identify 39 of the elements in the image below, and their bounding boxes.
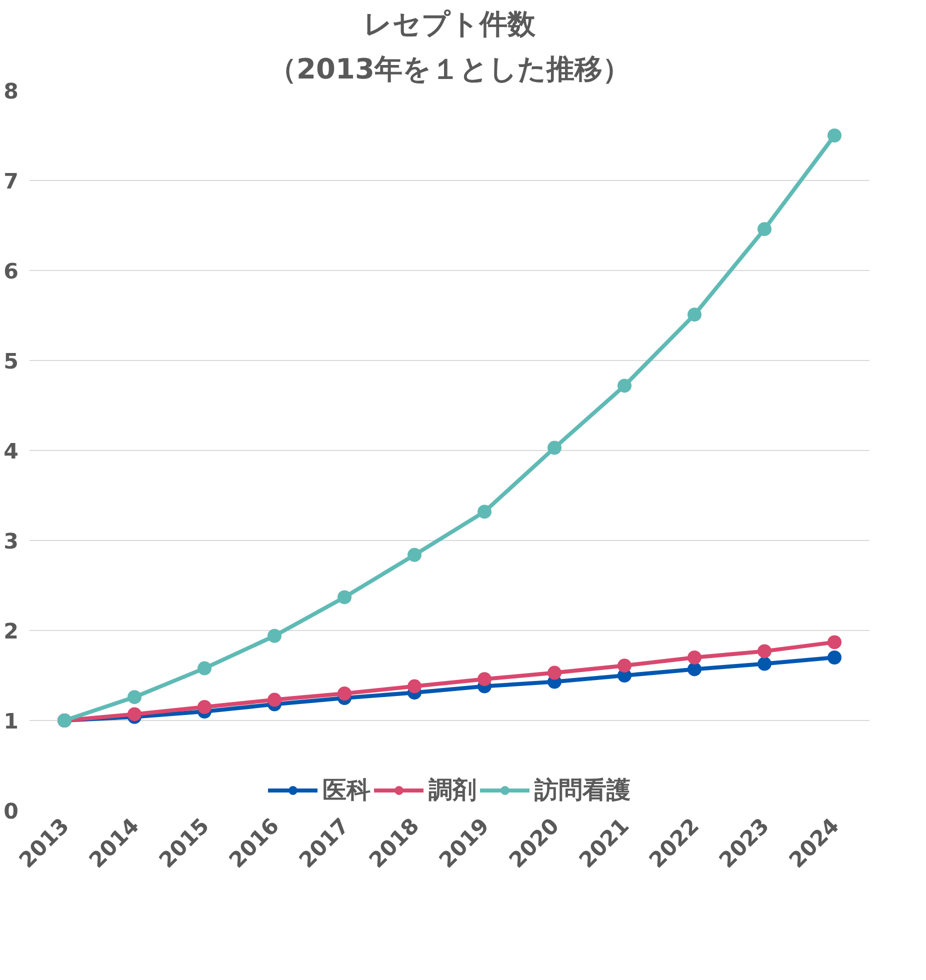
- point: [198, 661, 212, 676]
- point: [268, 692, 282, 707]
- point: [828, 635, 842, 650]
- legend-label: 医科: [322, 775, 370, 806]
- y-tick-label: 4: [4, 440, 19, 464]
- point: [828, 650, 842, 664]
- point: [478, 672, 492, 686]
- chart-subtitle: （2013年を１とした推移）: [268, 52, 630, 86]
- y-tick-label: 5: [4, 350, 19, 374]
- point: [758, 222, 772, 236]
- chart-title: レセプト件数: [364, 8, 536, 40]
- point: [758, 656, 772, 671]
- legend-label: 訪問看護: [534, 775, 630, 806]
- point: [618, 378, 632, 393]
- point: [338, 686, 352, 700]
- point: [688, 662, 702, 676]
- y-tick-label: 7: [4, 170, 19, 194]
- point: [828, 128, 842, 142]
- point: [408, 679, 422, 694]
- point: [758, 644, 772, 658]
- point: [688, 308, 702, 322]
- point: [408, 548, 422, 562]
- y-tick-label: 1: [4, 710, 19, 734]
- y-tick-label: 6: [4, 260, 19, 284]
- y-tick-label: 8: [4, 80, 19, 104]
- point: [618, 658, 632, 673]
- point: [478, 504, 492, 519]
- point: [548, 666, 562, 680]
- point: [688, 650, 702, 664]
- point: [548, 440, 562, 455]
- point: [128, 707, 142, 722]
- y-tick-label: 2: [4, 620, 19, 644]
- point: [338, 590, 352, 604]
- legend-label: 調剤: [428, 775, 476, 806]
- point: [268, 628, 282, 643]
- point: [128, 690, 142, 704]
- y-tick-label: 3: [4, 530, 19, 554]
- point: [198, 700, 212, 714]
- y-tick-label: 0: [4, 800, 19, 824]
